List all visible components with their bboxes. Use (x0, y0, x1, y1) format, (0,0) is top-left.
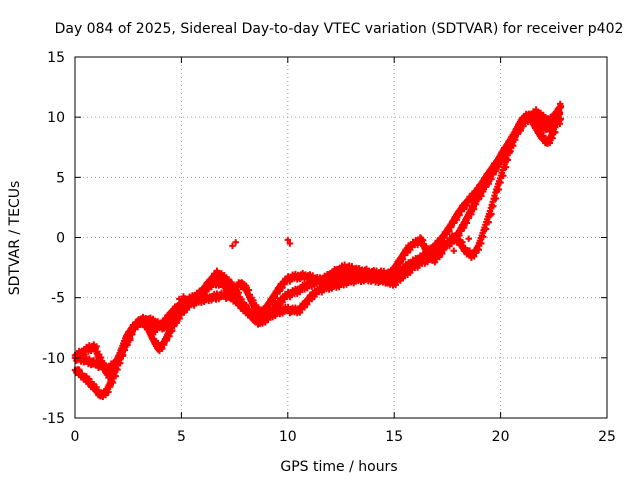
y-tick-label-4: 5 (56, 170, 65, 186)
y-tick-label-2: -5 (51, 291, 65, 307)
data-point-isolated-2 (284, 236, 291, 244)
data-point-isolated-7 (459, 239, 466, 246)
data-point-track-c-67-2-b (502, 164, 510, 171)
x-tick-label-4: 20 (492, 429, 510, 445)
data-point-isolated-1 (232, 239, 239, 246)
data-point-isolated-6 (450, 247, 457, 254)
data-point-track-c-65-0-b (488, 210, 495, 218)
data-points (71, 100, 564, 400)
x-tick-label-1: 5 (177, 429, 186, 445)
x-axis-label: GPS time / hours (280, 459, 397, 475)
y-tick-label-0: -15 (42, 411, 65, 427)
data-point-isolated-8 (465, 235, 472, 242)
data-point-isolated-0 (229, 242, 236, 250)
data-point-track-c-63-3-b (478, 240, 485, 247)
y-tick-label-5: 10 (47, 110, 65, 126)
data-point-track-c-end (557, 100, 564, 108)
data-point-track-c-66-1-b (495, 186, 502, 193)
data-point-isolated-3 (286, 240, 294, 247)
data-point-track-c-65-5-b (492, 195, 500, 202)
chart-title: Day 084 of 2025, Sidereal Day-to-day VTE… (55, 21, 624, 37)
data-point-track-a-end (557, 116, 564, 123)
data-point-track-c-66-6-b (500, 172, 507, 179)
y-tick-label-1: -10 (42, 351, 65, 367)
axis-ticks: 0 5 10 15 20 25 -15 -10 -5 0 5 10 15 (42, 50, 616, 445)
data-point-track-c-64-4-b (485, 219, 492, 226)
x-tick-label-3: 15 (385, 429, 403, 445)
data-point-track-c-75-0-b (552, 128, 559, 136)
y-tick-label-6: 15 (47, 50, 65, 66)
x-tick-label-2: 10 (279, 429, 297, 445)
y-tick-label-3: 0 (56, 231, 65, 247)
x-tick-label-5: 25 (598, 429, 616, 445)
x-tick-label-0: 0 (71, 429, 80, 445)
data-point-track-c-75-5-b (556, 110, 564, 118)
grid (75, 57, 607, 418)
data-point-isolated-4 (176, 295, 183, 303)
y-axis-label: SDTVAR / TECUs (7, 181, 23, 296)
data-point-isolated-5 (180, 293, 187, 300)
